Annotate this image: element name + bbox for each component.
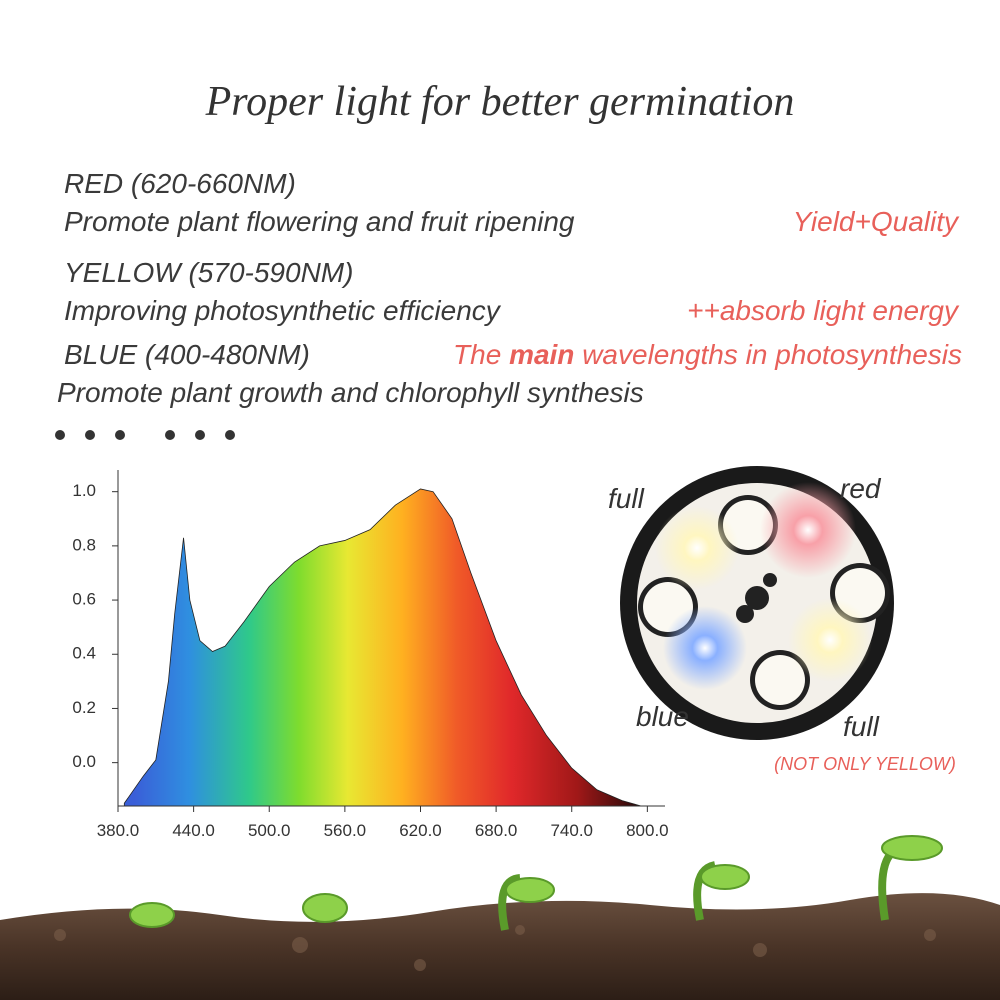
band-note: Yield+Quality [793, 206, 960, 237]
sprouts [129, 835, 943, 931]
band-name: BLUE (400-480NM) [64, 339, 310, 370]
y-tick-label: 0.8 [72, 535, 96, 554]
board-note: (NOT ONLY YELLOW) [774, 754, 956, 774]
y-tick-label: 0.2 [72, 698, 96, 717]
y-tick-label: 0.0 [72, 752, 96, 771]
band-note: ++absorb light energy [687, 295, 960, 326]
band-name: YELLOW (570-590NM) [64, 257, 353, 288]
y-tick-label: 0.4 [72, 644, 96, 663]
board-label: blue [636, 701, 689, 732]
spectrum-area [123, 488, 642, 807]
note-part: wavelengths in photosynthesis [574, 339, 962, 370]
band-note: The main wavelengths in photosynthesis [453, 339, 962, 370]
x-tick-label: 680.0 [475, 821, 518, 840]
board-label: full [843, 711, 880, 742]
y-tick-label: 1.0 [72, 481, 96, 500]
y-tick-label: 0.6 [72, 590, 96, 609]
board-label: red [840, 473, 882, 504]
x-tick-label: 380.0 [97, 821, 140, 840]
x-tick-label: 740.0 [550, 821, 593, 840]
x-tick-label: 560.0 [324, 821, 367, 840]
x-tick-label: 440.0 [172, 821, 215, 840]
band-desc: Improving photosynthetic efficiency [64, 295, 502, 326]
band-name: RED (620-660NM) [64, 168, 296, 199]
x-tick-label: 500.0 [248, 821, 291, 840]
ellipsis [55, 430, 235, 440]
band-desc: Promote plant flowering and fruit ripeni… [64, 206, 575, 237]
x-tick-label: 800.0 [626, 821, 669, 840]
note-part: main [509, 339, 574, 370]
soil [0, 893, 1000, 1000]
chart: 0.0 0.2 0.4 0.6 0.8 1.0 380.0 440.0 500.0 560.0 62… [72, 470, 669, 840]
led-board [620, 466, 894, 740]
band-desc: Promote plant growth and chlorophyll syn… [57, 377, 644, 408]
title: Proper light for better germination [205, 79, 795, 125]
note-part: The [453, 339, 509, 370]
board-label: full [608, 483, 645, 514]
x-tick-label: 620.0 [399, 821, 442, 840]
